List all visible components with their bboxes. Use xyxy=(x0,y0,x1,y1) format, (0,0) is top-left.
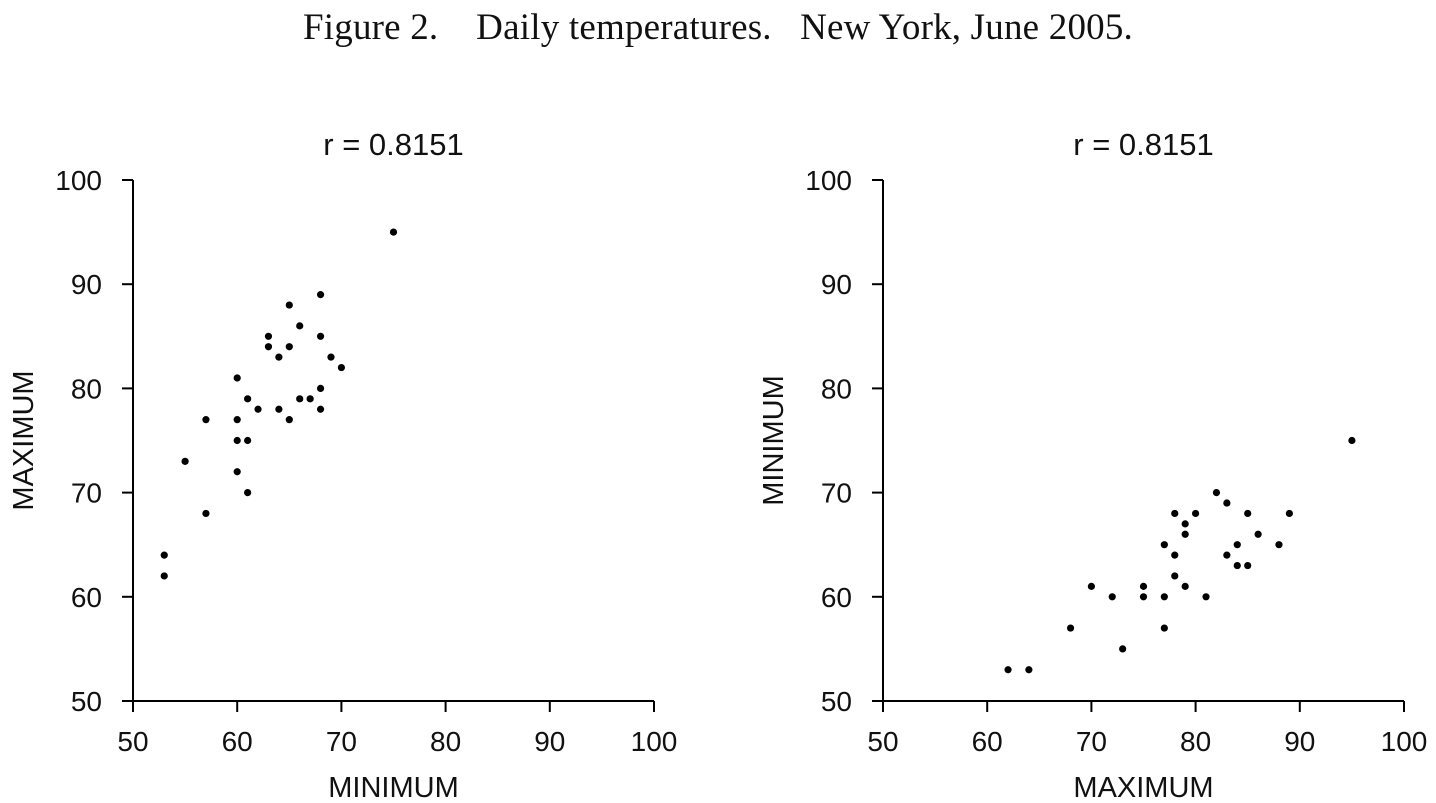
data-point xyxy=(244,436,252,445)
data-point xyxy=(1171,551,1179,559)
data-point xyxy=(285,343,293,351)
data-point xyxy=(254,405,262,413)
data-point xyxy=(296,322,304,330)
data-point xyxy=(1244,509,1252,518)
figure-title: Figure 2. Daily temperatures. New York, … xyxy=(302,7,1134,48)
data-point xyxy=(327,353,335,361)
data-point xyxy=(316,405,325,413)
y-tick-label: 70 xyxy=(71,478,102,509)
y-axis-title: MAXIMUM xyxy=(8,370,40,510)
x-tick-label: 100 xyxy=(1381,726,1428,757)
data-point xyxy=(1233,561,1241,570)
data-point xyxy=(160,551,168,559)
y-tick-label: 60 xyxy=(71,582,102,613)
y-tick-label: 50 xyxy=(821,686,852,717)
y-tick-label: 80 xyxy=(71,373,102,404)
data-point xyxy=(1181,520,1189,528)
data-point xyxy=(1244,561,1252,570)
data-point xyxy=(233,416,241,424)
data-point xyxy=(244,489,252,497)
x-tick-label: 80 xyxy=(1180,726,1211,757)
chart-subtitle: r = 0.8151 xyxy=(1073,127,1213,162)
data-point xyxy=(1181,530,1189,538)
x-tick-label: 100 xyxy=(631,726,678,757)
x-tick-label: 50 xyxy=(117,726,148,757)
data-point xyxy=(316,332,325,340)
y-tick-label: 70 xyxy=(821,478,852,509)
data-point xyxy=(389,228,398,236)
data-point xyxy=(1160,541,1168,549)
y-tick-label: 80 xyxy=(821,373,852,404)
y-tick-label: 50 xyxy=(71,686,102,717)
data-point xyxy=(244,395,252,403)
data-point xyxy=(1223,551,1231,559)
x-tick-label: 70 xyxy=(326,726,357,757)
data-point xyxy=(1192,509,1200,518)
data-point xyxy=(1139,593,1148,601)
data-point xyxy=(160,572,168,580)
data-point xyxy=(1171,572,1179,580)
data-point xyxy=(202,416,210,424)
data-point xyxy=(316,384,325,392)
x-tick-label: 50 xyxy=(867,726,898,757)
data-point xyxy=(285,416,293,424)
chart-subtitle: r = 0.8151 xyxy=(323,127,463,162)
left-scatter-plot: r = 0.8151 50 60 70 80 90 100 50 60 70 80 90 100 MINI… xyxy=(8,127,677,803)
x-axis-title: MINIMUM xyxy=(328,772,458,803)
data-point xyxy=(1087,582,1095,590)
y-tick-label: 100 xyxy=(55,165,102,196)
data-point xyxy=(337,363,345,372)
data-point xyxy=(1160,593,1168,601)
x-tick-label: 60 xyxy=(222,726,253,757)
data-point xyxy=(233,374,241,382)
data-point xyxy=(1348,436,1356,445)
data-point xyxy=(1108,593,1116,601)
data-point xyxy=(1212,489,1221,497)
y-tick-label: 90 xyxy=(71,269,102,300)
data-point xyxy=(1181,582,1189,590)
x-axis-title: MAXIMUM xyxy=(1073,772,1213,803)
data-point xyxy=(181,457,189,465)
data-point xyxy=(233,436,241,445)
data-point xyxy=(285,301,293,309)
y-tick-label: 60 xyxy=(821,582,852,613)
x-tick-label: 90 xyxy=(1284,726,1315,757)
right-scatter-plot: r = 0.8151 50 60 70 80 90 100 50 60 70 80 90 100 MAXI… xyxy=(758,127,1427,803)
y-axis-title: MINIMUM xyxy=(758,375,790,505)
x-tick-label: 60 xyxy=(972,726,1003,757)
data-point xyxy=(1066,624,1075,632)
data-point xyxy=(1171,509,1179,518)
data-point xyxy=(264,332,273,340)
data-point xyxy=(1004,666,1012,674)
x-tick-label: 90 xyxy=(534,726,565,757)
data-point xyxy=(1254,530,1262,538)
data-point xyxy=(233,468,241,476)
data-point xyxy=(1025,666,1033,674)
data-point xyxy=(275,405,283,413)
data-point xyxy=(264,343,273,351)
data-point xyxy=(1119,645,1127,653)
data-point xyxy=(202,509,210,518)
data-point xyxy=(306,395,314,403)
data-point xyxy=(1160,624,1168,632)
y-tick-label: 90 xyxy=(821,269,852,300)
x-tick-label: 80 xyxy=(430,726,461,757)
data-point xyxy=(1223,499,1231,507)
data-point xyxy=(1233,541,1241,549)
data-point xyxy=(1202,593,1210,601)
data-point xyxy=(296,395,304,403)
data-point xyxy=(1285,509,1293,518)
data-point xyxy=(275,353,283,361)
data-point xyxy=(1275,541,1283,549)
y-tick-label: 100 xyxy=(805,165,852,196)
data-point xyxy=(1139,582,1148,590)
x-tick-label: 70 xyxy=(1076,726,1107,757)
data-point xyxy=(316,291,325,299)
